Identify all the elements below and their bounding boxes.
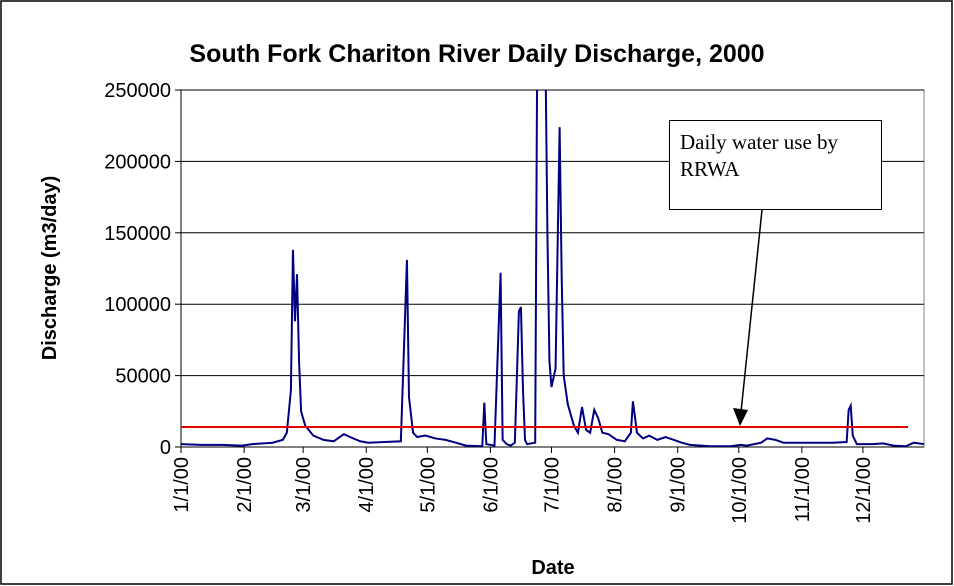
x-tick-label: 9/1/00: [668, 457, 690, 513]
x-tick-label: 11/1/00: [792, 457, 814, 522]
x-tick-label: 1/1/00: [171, 457, 193, 513]
x-tick-label: 12/1/00: [853, 457, 875, 524]
chart-title: South Fork Chariton River Daily Discharg…: [189, 40, 764, 68]
x-tick-label: 4/1/00: [356, 457, 378, 513]
annotation-arrow: [740, 209, 763, 413]
y-tick-label: 250000: [104, 80, 171, 102]
y-tick-label: 50000: [115, 366, 171, 388]
data-line: [181, 90, 924, 447]
x-tick-label: 3/1/00: [293, 457, 315, 513]
x-tick-label: 2/1/00: [234, 457, 256, 513]
annotation-arrowhead: [733, 408, 748, 426]
x-tick-label: 7/1/00: [541, 457, 563, 513]
x-tick-label: 10/1/00: [729, 457, 751, 524]
y-tick-label: 100000: [104, 294, 171, 316]
y-axis-label: Discharge (m3/day): [39, 176, 61, 361]
x-tick-label: 8/1/00: [605, 457, 627, 513]
x-axis-label: Date: [531, 557, 574, 579]
y-tick-label: 150000: [104, 223, 171, 245]
annotation: Daily water use by RRWA: [669, 120, 882, 210]
y-tick-label: 200000: [104, 151, 171, 173]
x-tick-label: 5/1/00: [417, 457, 439, 513]
y-tick-label: 0: [160, 437, 171, 459]
x-tick-label: 6/1/00: [480, 457, 502, 513]
